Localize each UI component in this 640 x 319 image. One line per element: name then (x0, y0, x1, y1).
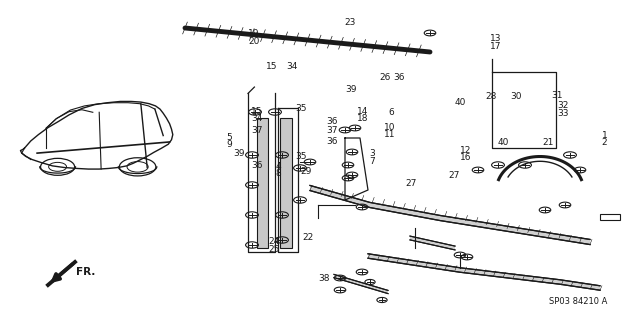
Text: 1: 1 (602, 131, 607, 140)
Text: 22: 22 (303, 233, 314, 242)
Text: 10: 10 (384, 123, 396, 132)
Text: 2: 2 (602, 138, 607, 147)
Bar (257, 118, 268, 248)
Text: 25: 25 (269, 245, 280, 254)
Text: 35: 35 (296, 104, 307, 113)
Text: FR.: FR. (76, 267, 95, 277)
Text: 7: 7 (369, 157, 375, 166)
Text: 20: 20 (248, 37, 260, 46)
Text: 35: 35 (296, 152, 307, 161)
Text: 19: 19 (248, 29, 260, 38)
Text: 36: 36 (251, 161, 262, 170)
Text: 3: 3 (369, 149, 375, 158)
Text: 27: 27 (405, 179, 417, 188)
Text: 36: 36 (394, 73, 405, 82)
Text: 37: 37 (251, 126, 262, 135)
Text: 38: 38 (318, 274, 330, 283)
Text: 40: 40 (454, 98, 466, 107)
Text: 17: 17 (490, 42, 501, 51)
Text: 28: 28 (485, 92, 497, 101)
Text: 36: 36 (326, 117, 338, 126)
Text: 12: 12 (460, 146, 471, 155)
Text: 31: 31 (552, 91, 563, 100)
Text: SP03 84210 A: SP03 84210 A (549, 297, 607, 306)
Bar (280, 118, 292, 248)
Text: 24: 24 (269, 237, 280, 246)
Text: 8: 8 (275, 169, 281, 178)
Text: 36: 36 (326, 137, 338, 146)
Text: 4: 4 (275, 162, 281, 171)
Text: 23: 23 (344, 18, 356, 27)
Polygon shape (368, 254, 600, 290)
Text: 39: 39 (346, 85, 357, 94)
Text: 32: 32 (557, 101, 568, 110)
Text: 30: 30 (511, 92, 522, 101)
Text: 18: 18 (356, 114, 368, 123)
Text: 27: 27 (448, 171, 460, 180)
Text: 21: 21 (543, 138, 554, 147)
Text: 9: 9 (227, 140, 232, 149)
Bar (600, 214, 620, 220)
Polygon shape (310, 185, 590, 245)
Text: 14: 14 (356, 107, 368, 116)
Text: 11: 11 (384, 130, 396, 139)
Text: 34: 34 (287, 63, 298, 71)
Text: 15: 15 (251, 107, 262, 116)
Text: 34: 34 (251, 114, 262, 123)
Text: 6: 6 (388, 108, 394, 117)
Text: 5: 5 (227, 133, 232, 142)
Polygon shape (410, 236, 455, 250)
Text: 13: 13 (490, 34, 501, 43)
Text: 39: 39 (234, 149, 245, 158)
Text: 37: 37 (326, 126, 338, 135)
Text: 33: 33 (557, 109, 568, 118)
Text: 29: 29 (301, 167, 312, 176)
Text: 16: 16 (460, 153, 471, 162)
Polygon shape (334, 274, 388, 293)
Text: 40: 40 (498, 138, 509, 147)
Text: 15: 15 (266, 63, 277, 71)
Text: 26: 26 (379, 73, 390, 82)
